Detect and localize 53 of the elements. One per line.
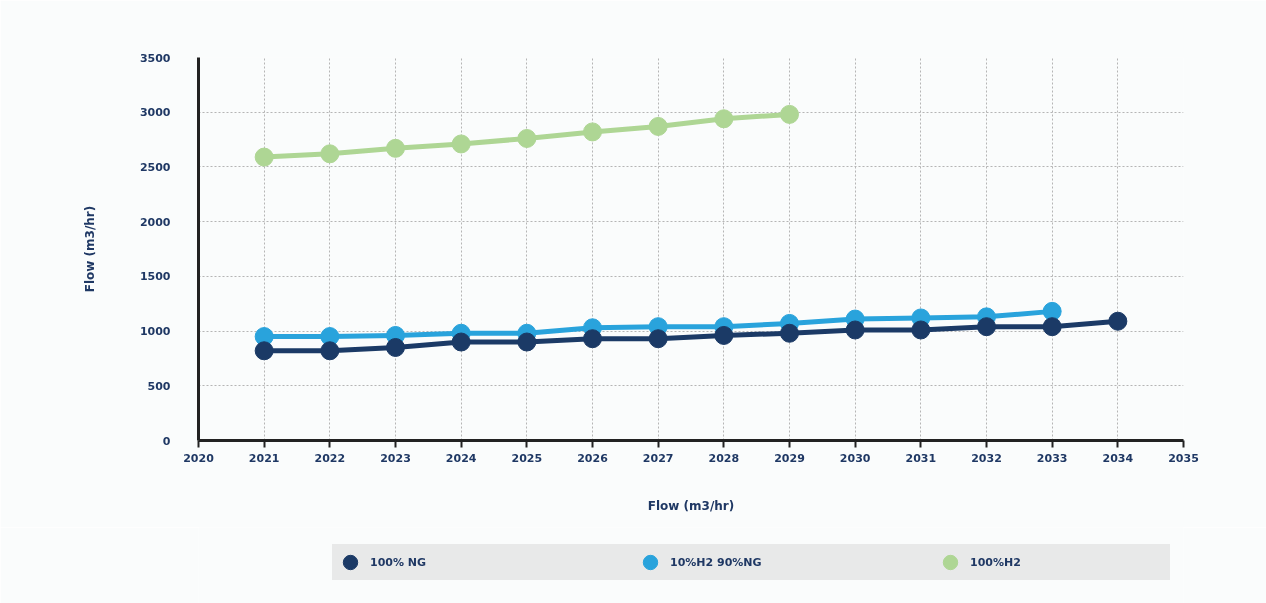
legend-label: 100% NG — [370, 555, 428, 569]
x-tick-label: 2025 — [511, 451, 543, 465]
point — [648, 116, 668, 136]
point — [517, 128, 537, 148]
point — [714, 109, 734, 129]
point — [845, 320, 865, 340]
y-tick-label: 500 — [147, 379, 171, 393]
x-tick-label: 2033 — [1036, 451, 1068, 465]
point — [977, 317, 996, 337]
x-tick-label: 2031 — [905, 451, 937, 465]
x-tick-label: 2021 — [248, 451, 280, 465]
x-tick-label: 2020 — [183, 451, 215, 465]
point — [1042, 301, 1062, 321]
point — [386, 138, 405, 158]
point — [583, 122, 602, 142]
x-tick-label: 2028 — [708, 451, 740, 465]
point — [780, 323, 799, 343]
point — [451, 134, 471, 154]
point — [320, 341, 340, 361]
x-tick-label: 2032 — [971, 451, 1002, 465]
x-axis-title: Flow (m3/hr) — [647, 498, 735, 513]
y-tick-label: 3000 — [139, 106, 171, 120]
point — [320, 144, 340, 164]
point — [254, 341, 274, 361]
point — [648, 329, 668, 349]
point — [911, 320, 931, 340]
legend-label: 10%H2 90%NG — [670, 555, 763, 569]
point — [451, 332, 471, 352]
point — [583, 329, 602, 349]
legend-label: 100%H2 — [970, 555, 1022, 569]
point — [1108, 311, 1128, 331]
x-tick-label: 2022 — [314, 451, 346, 465]
point — [1042, 317, 1062, 337]
y-tick-label: 2500 — [139, 160, 171, 174]
y-tick-label: 3500 — [139, 51, 171, 65]
y-tick-label: 2000 — [139, 215, 171, 229]
x-tick-label: 2024 — [445, 451, 477, 465]
point — [714, 325, 734, 345]
x-tick-label: 2026 — [577, 451, 609, 465]
y-tick-label: 1500 — [139, 270, 171, 284]
y-tick-label: 0 — [162, 434, 171, 448]
y-axis-title: Flow (m3/hr) — [82, 205, 97, 293]
x-tick-label: 2029 — [774, 451, 805, 465]
x-tick-label: 2030 — [839, 451, 871, 465]
point — [386, 338, 405, 357]
x-tick-label: 2035 — [1168, 451, 1199, 465]
y-tick-label: 1000 — [139, 325, 171, 339]
point — [780, 104, 799, 124]
x-tick-label: 2034 — [1102, 451, 1134, 465]
x-tick-label: 2027 — [642, 451, 674, 465]
point — [517, 332, 537, 352]
x-tick-label: 2023 — [380, 451, 411, 465]
point — [254, 147, 274, 167]
